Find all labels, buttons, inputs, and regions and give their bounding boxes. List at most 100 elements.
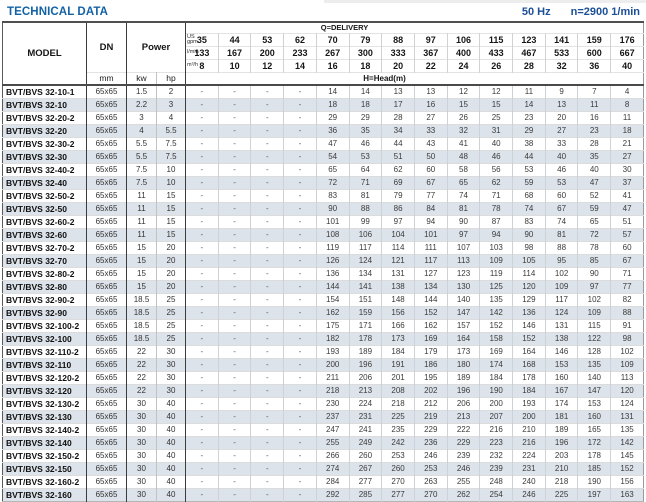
head-value-cell: - bbox=[185, 358, 219, 372]
head-value-cell: 131 bbox=[610, 410, 644, 424]
model-cell: BVT/BVS 32-40-2 bbox=[2, 163, 87, 177]
head-value-cell: - bbox=[283, 397, 317, 411]
head-value-cell: 224 bbox=[512, 449, 546, 463]
head-value-cell: 136 bbox=[316, 267, 350, 281]
model-cell: BVT/BVS 32-10-1 bbox=[2, 85, 87, 99]
kw-cell: 22 bbox=[126, 384, 157, 398]
head-value-cell: 47 bbox=[577, 176, 612, 190]
head-value-cell: 216 bbox=[512, 436, 546, 450]
head-value-cell: 231 bbox=[349, 410, 383, 424]
head-value-cell: - bbox=[218, 423, 252, 437]
table-row: BVT/BVS 32-120-2 65x65 22 30- - - -211 206 201 19… bbox=[2, 371, 644, 385]
head-value-cell: 169 bbox=[414, 332, 448, 346]
head-value-cell: - bbox=[218, 449, 252, 463]
head-value-cell: - bbox=[250, 189, 285, 203]
head-value-cell: 69 bbox=[381, 176, 415, 190]
kw-cell: 22 bbox=[126, 358, 157, 372]
head-value-cell: 124 bbox=[610, 397, 644, 411]
head-value-cell: 247 bbox=[316, 423, 350, 437]
head-value-cell: 193 bbox=[316, 345, 350, 359]
delivery-header-cell: 32 bbox=[545, 59, 579, 73]
dn-cell: 65x65 bbox=[86, 98, 127, 112]
head-value-cell: - bbox=[185, 280, 219, 294]
table-row: BVT/BVS 32-90 65x65 18.5 25- - - -162 159 156 152… bbox=[2, 306, 644, 320]
delivery-header-cell: 400 bbox=[447, 46, 481, 60]
delivery-header-cell: 123 bbox=[512, 33, 546, 47]
head-value-cell: 122 bbox=[577, 332, 612, 346]
head-value-cell: 240 bbox=[512, 475, 546, 489]
head-value-cell: - bbox=[250, 98, 285, 112]
delivery-header-cell: 97 bbox=[414, 33, 448, 47]
head-value-cell: 219 bbox=[414, 410, 448, 424]
head-value-cell: - bbox=[218, 137, 252, 151]
model-cell: BVT/BVS 32-110 bbox=[2, 358, 87, 372]
head-value-cell: 113 bbox=[610, 371, 644, 385]
table-row: BVT/BVS 32-100 65x65 18.5 25- - - -182 178 173 16… bbox=[2, 332, 644, 346]
head-value-cell: 169 bbox=[479, 345, 514, 359]
head-value-cell: 218 bbox=[545, 475, 579, 489]
head-value-cell: - bbox=[185, 332, 219, 346]
head-value-cell: 119 bbox=[316, 241, 350, 255]
head-value-cell: - bbox=[250, 163, 285, 177]
kw-cell: 18.5 bbox=[126, 332, 157, 346]
head-value-cell: 203 bbox=[545, 449, 579, 463]
head-value-cell: - bbox=[218, 228, 252, 242]
head-value-cell: 207 bbox=[479, 410, 514, 424]
head-value-cell: - bbox=[283, 475, 317, 489]
table-row: BVT/BVS 32-130-2 65x65 30 40- - - -230 224 218 21… bbox=[2, 397, 644, 411]
head-value-cell: - bbox=[218, 475, 252, 489]
head-value-cell: 125 bbox=[479, 280, 514, 294]
delivery-header-cell: 176 bbox=[610, 33, 644, 47]
head-value-cell: 54 bbox=[316, 150, 350, 164]
head-value-cell: 127 bbox=[414, 267, 448, 281]
head-value-cell: 11 bbox=[577, 98, 612, 112]
head-value-cell: - bbox=[218, 202, 252, 216]
dn-cell: 65x65 bbox=[86, 202, 127, 216]
head-value-cell: 146 bbox=[545, 345, 579, 359]
head-value-cell: 160 bbox=[577, 410, 612, 424]
head-value-cell: 16 bbox=[414, 98, 448, 112]
head-value-cell: 97 bbox=[447, 228, 481, 242]
head-value-cell: 30 bbox=[610, 163, 644, 177]
delivery-header-cell: 141 bbox=[545, 33, 579, 47]
head-value-cell: - bbox=[218, 436, 252, 450]
delivery-header-cell: 40 bbox=[610, 59, 644, 73]
head-value-cell: 77 bbox=[610, 280, 644, 294]
head-value-cell: - bbox=[185, 215, 219, 229]
head-value-cell: 144 bbox=[414, 293, 448, 307]
model-cell: BVT/BVS 32-30-2 bbox=[2, 137, 87, 151]
head-value-cell: - bbox=[185, 85, 219, 99]
head-value-cell: 40 bbox=[545, 150, 579, 164]
head-value-cell: 62 bbox=[381, 163, 415, 177]
head-value-cell: - bbox=[283, 98, 317, 112]
delivery-header-cell: 106 bbox=[447, 33, 481, 47]
head-value-cell: 115 bbox=[577, 319, 612, 333]
hp-cell: 15 bbox=[156, 228, 187, 242]
head-value-cell: 18 bbox=[610, 124, 644, 138]
hp-cell: 10 bbox=[156, 163, 187, 177]
head-value-cell: 25 bbox=[479, 111, 514, 125]
dn-cell: 65x65 bbox=[86, 410, 127, 424]
head-value-cell: 79 bbox=[381, 189, 415, 203]
head-value-cell: - bbox=[250, 332, 285, 346]
head-value-cell: 224 bbox=[349, 397, 383, 411]
head-value-cell: - bbox=[283, 345, 317, 359]
head-value-cell: 200 bbox=[316, 358, 350, 372]
head-value-cell: 184 bbox=[479, 371, 514, 385]
dn-cell: 65x65 bbox=[86, 189, 127, 203]
head-value-cell: 29 bbox=[349, 111, 383, 125]
model-cell: BVT/BVS 32-80-2 bbox=[2, 267, 87, 281]
head-value-cell: 184 bbox=[381, 345, 415, 359]
head-value-cell: - bbox=[218, 267, 252, 281]
head-value-cell: 97 bbox=[381, 215, 415, 229]
head-value-cell: 88 bbox=[610, 306, 644, 320]
head-value-cell: 90 bbox=[577, 267, 612, 281]
head-value-cell: 202 bbox=[414, 384, 448, 398]
head-value-cell: 65 bbox=[316, 163, 350, 177]
model-cell: BVT/BVS 32-90 bbox=[2, 306, 87, 320]
head-value-cell: 152 bbox=[512, 332, 546, 346]
head-value-cell: 140 bbox=[577, 371, 612, 385]
head-value-cell: 11 bbox=[512, 85, 546, 99]
head-value-cell: 196 bbox=[447, 384, 481, 398]
table-row: BVT/BVS 32-100-2 65x65 18.5 25- - - -175 171 166… bbox=[2, 319, 644, 333]
